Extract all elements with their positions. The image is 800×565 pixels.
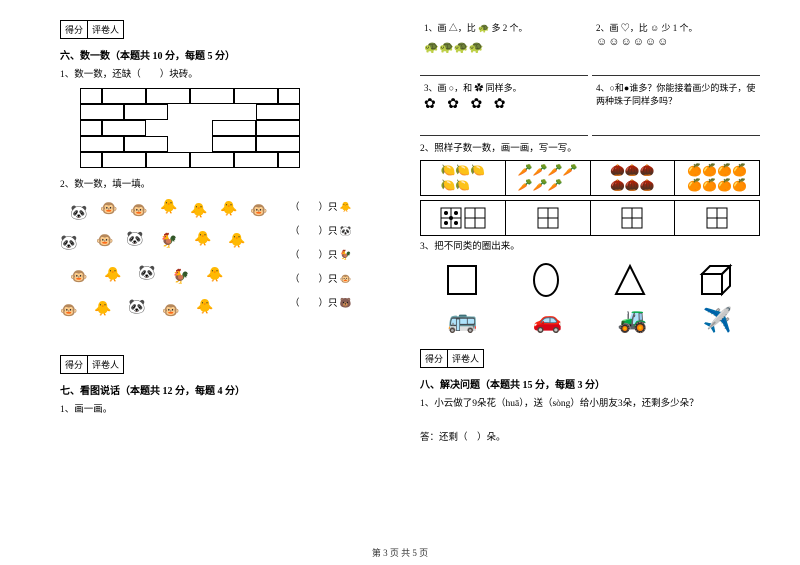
triangle-icon	[612, 262, 648, 298]
count-row: （ ）只 🐓	[290, 247, 352, 261]
question-6-2: 2、数一数，填一填。	[60, 178, 400, 192]
grid-cell-2: 2、画 ♡，比 ☺ 少 1 个。 ☺☺☺☺☺☺	[592, 20, 760, 76]
sample-row-bottom	[420, 200, 760, 236]
animal-count-list: （ ）只 🐥 （ ）只 🐼 （ ）只 🐓 （ ）只 🐵 （ ）只 🐻	[290, 199, 352, 339]
grid-cell-3: 3、画 ○，和 ✿ 同样多。 ✿ ✿ ✿ ✿	[420, 80, 588, 135]
question-8-1: 1、小云做了9朵花（huā），送（sòng）给小朋友3朵，还剩多少朵？	[420, 397, 760, 411]
sample-row-top: 🍋🍋🍋🍋🍋 🥕🥕🥕🥕🥕🥕🥕 🌰🌰🌰🌰🌰🌰 🍊🍊🍊🍊🍊🍊🍊🍊	[420, 160, 760, 196]
answer-line: 答：还剩（ ）朵。	[420, 431, 760, 445]
oval-icon	[528, 262, 564, 298]
section-7-title: 七、看图说话（本题共 12 分，每题 4 分）	[60, 382, 400, 397]
car-icon: 🚗	[533, 306, 563, 335]
count-row: （ ）只 🐼	[290, 223, 352, 237]
section-6-title: 六、数一数（本题共 10 分，每题 5 分）	[60, 47, 400, 62]
grid-cell-1: 1、画 △，比 🐢 多 2 个。 🐢🐢🐢🐢	[420, 20, 588, 76]
brick-wall	[80, 88, 300, 168]
score-box-8: 得分 评卷人	[420, 349, 484, 368]
square-icon	[444, 262, 480, 298]
cube-icon	[696, 262, 736, 298]
count-row: （ ）只 🐵	[290, 271, 352, 285]
count-row: （ ）只 🐥	[290, 199, 352, 213]
score-label: 得分	[61, 21, 88, 38]
page-footer: 第 3 页 共 5 页	[0, 546, 800, 559]
score-box-6: 得分 评卷人	[60, 20, 124, 39]
vehicles-row: 🚌 🚗 🚜 ✈️	[420, 306, 760, 335]
left-column: 得分 评卷人 六、数一数（本题共 10 分，每题 5 分） 1、数一数，还缺（ …	[60, 20, 400, 450]
grid-cell-4: 4、○和●谁多？你能接着画少的珠子，使两种珠子同样多吗？	[592, 80, 760, 135]
section-8-title: 八、解决问题（本题共 15 分，每题 3 分）	[420, 376, 760, 391]
question-r3: 3、把不同类的圈出来。	[420, 240, 760, 254]
bus-icon: 🚌	[448, 306, 478, 335]
animal-scatter: 🐼 🐵 🐵 🐥 🐥 🐥 🐵 🐼 🐵 🐼 🐓 🐥 🐥 🐵 🐥 🐼 🐓 🐥 🐵	[60, 199, 280, 339]
count-row: （ ）只 🐻	[290, 295, 352, 309]
shapes-row	[420, 262, 760, 298]
right-column: 1、画 △，比 🐢 多 2 个。 🐢🐢🐢🐢 2、画 ♡，比 ☺ 少 1 个。 ☺…	[420, 20, 760, 450]
animals-block: 🐼 🐵 🐵 🐥 🐥 🐥 🐵 🐼 🐵 🐼 🐓 🐥 🐥 🐵 🐥 🐼 🐓 🐥 🐵	[60, 199, 400, 339]
question-r2: 2、照样子数一数，画一画，写一写。	[420, 142, 760, 156]
question-7-1: 1、画一画。	[60, 403, 400, 417]
plane-icon: ✈️	[703, 306, 733, 335]
score-box-7: 得分 评卷人	[60, 355, 124, 374]
four-grid: 1、画 △，比 🐢 多 2 个。 🐢🐢🐢🐢 2、画 ♡，比 ☺ 少 1 个。 ☺…	[420, 20, 760, 136]
question-6-1: 1、数一数，还缺（ ）块砖。	[60, 68, 400, 82]
reviewer-label: 评卷人	[88, 21, 123, 38]
tank-icon: 🚜	[618, 306, 648, 335]
